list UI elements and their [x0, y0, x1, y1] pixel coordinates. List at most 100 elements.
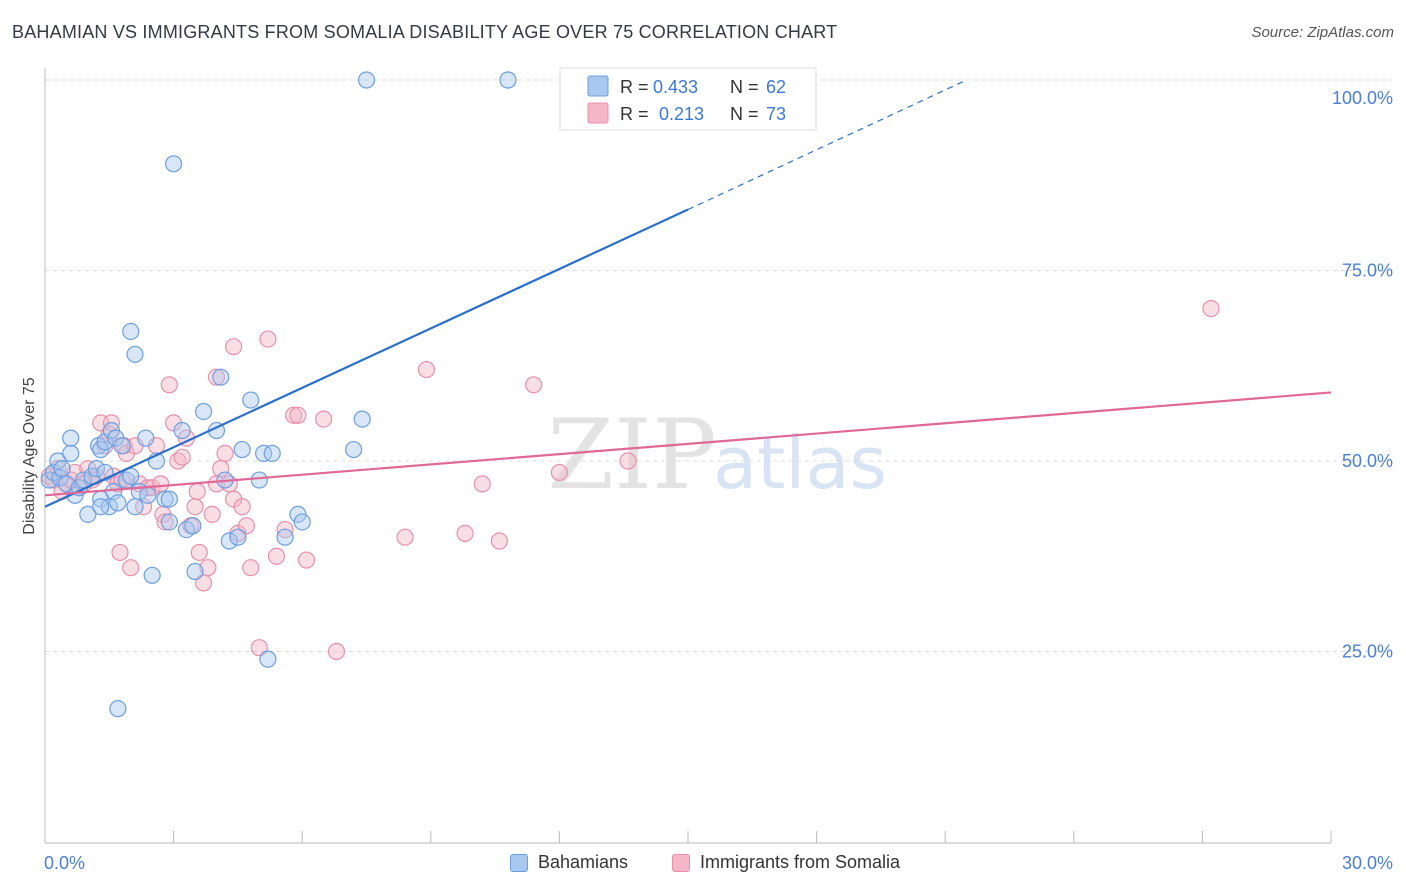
data-point — [62, 429, 80, 447]
y-axis-label: Disability Age Over 75 — [21, 377, 38, 535]
data-point — [237, 517, 256, 535]
trend-line-somalia — [44, 391, 1332, 497]
watermark: ZIP atlas — [547, 399, 887, 511]
data-point — [220, 532, 238, 550]
svg-text:R =: R = — [620, 104, 649, 124]
data-point — [327, 642, 346, 661]
data-point — [160, 513, 178, 531]
y-tick-label: 25.0% — [1342, 642, 1393, 662]
legend-label-somalia: Immigrants from Somalia — [700, 852, 901, 872]
svg-text:N =: N = — [730, 77, 759, 97]
watermark-atlas: atlas — [713, 421, 887, 505]
data-point — [259, 650, 277, 668]
data-point — [92, 498, 110, 516]
data-point — [79, 505, 97, 523]
data-point — [550, 463, 569, 482]
data-point — [285, 406, 303, 424]
bottom-legend: Bahamians Immigrants from Somalia — [0, 852, 1406, 878]
legend-swatch-bahamians — [510, 853, 528, 872]
data-point — [1202, 300, 1220, 318]
legend-label-bahamians: Bahamians — [538, 852, 629, 872]
data-point — [190, 543, 208, 562]
data-point — [242, 391, 260, 409]
legend-r-blue: 0.433 — [653, 77, 698, 97]
data-point — [156, 513, 174, 531]
data-point — [143, 566, 161, 584]
data-point — [525, 376, 543, 394]
data-point — [173, 448, 191, 466]
y-tick-label: 100.0% — [1332, 88, 1393, 108]
data-point — [289, 406, 307, 424]
data-point — [293, 513, 311, 531]
data-point — [396, 528, 414, 546]
data-point — [62, 444, 80, 462]
data-point — [417, 360, 436, 379]
data-point — [353, 410, 371, 428]
legend-n-pink: 73 — [766, 104, 786, 124]
bahamian-points — [40, 71, 517, 718]
data-point — [195, 402, 213, 421]
x-tick-label: 30.0% — [1342, 853, 1393, 873]
data-point — [357, 71, 376, 89]
legend-swatch-somalia — [672, 853, 690, 872]
data-point — [137, 429, 155, 447]
data-point — [109, 700, 127, 718]
tick-labels: 25.0% 50.0% 75.0% 100.0% 0.0% 30.0% — [44, 88, 1393, 873]
legend-n-blue: 62 — [766, 77, 786, 97]
data-point — [160, 376, 178, 394]
data-point — [113, 437, 131, 455]
data-point — [250, 639, 268, 657]
chart-title: BAHAMIAN VS IMMIGRANTS FROM SOMALIA DISA… — [12, 22, 838, 42]
trend-line-bahamians — [44, 208, 689, 508]
trend-line-bahamians-extension — [687, 79, 967, 211]
data-point — [315, 410, 333, 428]
data-point — [203, 505, 221, 523]
correlation-legend: R = 0.433 N = 62 R = 0.213 N = 73 — [559, 67, 817, 131]
data-point — [259, 330, 277, 348]
data-point — [122, 322, 140, 341]
data-point — [186, 498, 204, 516]
legend-item-bahamians: Bahamians — [510, 852, 628, 873]
data-point — [188, 482, 206, 501]
data-point — [87, 460, 106, 478]
data-point — [199, 559, 217, 577]
data-point — [473, 475, 491, 493]
data-point — [267, 547, 286, 565]
data-point — [53, 460, 71, 478]
data-point — [126, 498, 144, 516]
data-point — [212, 368, 230, 386]
data-point — [490, 532, 508, 550]
data-point — [229, 528, 247, 546]
data-point — [233, 498, 251, 516]
legend-item-somalia: Immigrants from Somalia — [672, 852, 900, 873]
data-point — [242, 559, 260, 577]
data-point — [111, 543, 129, 562]
data-point — [122, 559, 140, 577]
data-point — [173, 421, 191, 440]
data-point — [207, 368, 226, 386]
legend-swatch-pink — [587, 102, 609, 124]
data-point — [165, 155, 183, 173]
y-tick-label: 75.0% — [1342, 261, 1393, 281]
legend-swatch-blue — [587, 75, 609, 97]
data-point — [276, 528, 294, 546]
watermark-zip: ZIP — [547, 399, 716, 511]
data-point — [297, 551, 316, 569]
x-tick-label: 0.0% — [44, 853, 85, 873]
svg-text:N =: N = — [730, 104, 759, 124]
data-point — [216, 444, 234, 462]
data-point — [619, 452, 637, 470]
data-point — [499, 71, 517, 89]
data-point — [345, 440, 363, 459]
data-point — [184, 517, 202, 535]
data-point — [263, 444, 281, 462]
data-point — [456, 524, 474, 542]
data-point — [126, 345, 144, 363]
legend-r-pink: 0.213 — [659, 104, 704, 124]
data-point — [152, 475, 170, 493]
svg-text:R =: R = — [620, 77, 649, 97]
data-point — [186, 562, 204, 581]
data-point — [156, 490, 174, 508]
data-point — [250, 471, 268, 489]
